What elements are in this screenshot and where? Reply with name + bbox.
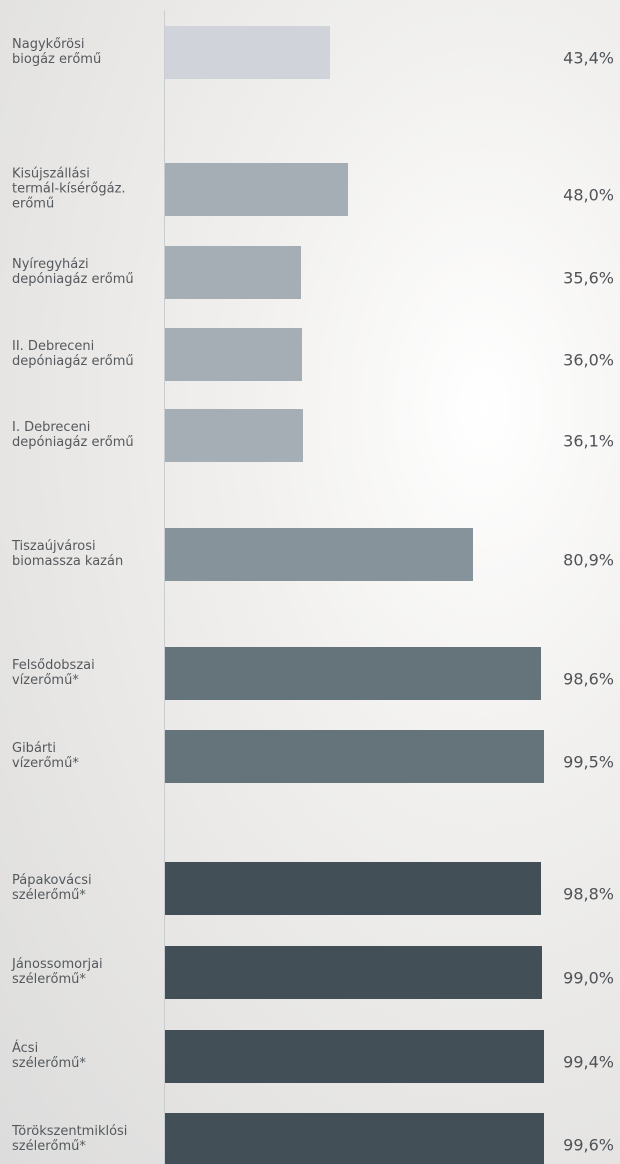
bar [165,647,541,700]
axis-line [164,10,165,1164]
value-label: 36,1% [563,431,614,451]
category-label: Felsődobszai vízerőmű* [12,658,95,688]
category-label: Törökszentmiklósi szélerőmű* [12,1124,128,1154]
value-label: 99,6% [563,1135,614,1155]
value-label: 36,0% [563,350,614,370]
bar [165,528,474,581]
value-label: 43,4% [563,48,614,68]
bar [165,26,331,79]
value-label: 48,0% [563,185,614,205]
value-label: 99,4% [563,1052,614,1072]
category-label: Ácsi szélerőmű* [12,1041,86,1071]
bar [165,246,301,299]
category-label: Nagykőrösi biogáz erőmű [12,37,102,67]
bar [165,946,543,999]
bar [165,1030,544,1083]
bar [165,328,303,381]
category-label: I. Debreceni depóniagáz erőmű [12,420,134,450]
value-label: 80,9% [563,550,614,570]
value-label: 99,0% [563,968,614,988]
value-label: 99,5% [563,752,614,772]
value-label: 98,8% [563,884,614,904]
category-label: Jánossomorjai szélerőmű* [12,957,103,987]
category-label: Nyíregyházi depóniagáz erőmű [12,257,134,287]
category-label: Gibárti vízerőmű* [12,741,79,771]
category-label: II. Debreceni depóniagáz erőmű [12,339,134,369]
value-label: 35,6% [563,268,614,288]
bar [165,163,348,216]
bar [165,730,545,783]
bar [165,862,542,915]
value-label: 98,6% [563,669,614,689]
bar [165,409,303,462]
category-label: Tiszaújvárosi biomassza kazán [12,539,124,569]
category-label: Kisújszállási termál-kísérőgáz. erőmű [12,166,126,212]
bar [165,1113,545,1164]
category-label: Pápakovácsi szélerőmű* [12,873,92,903]
